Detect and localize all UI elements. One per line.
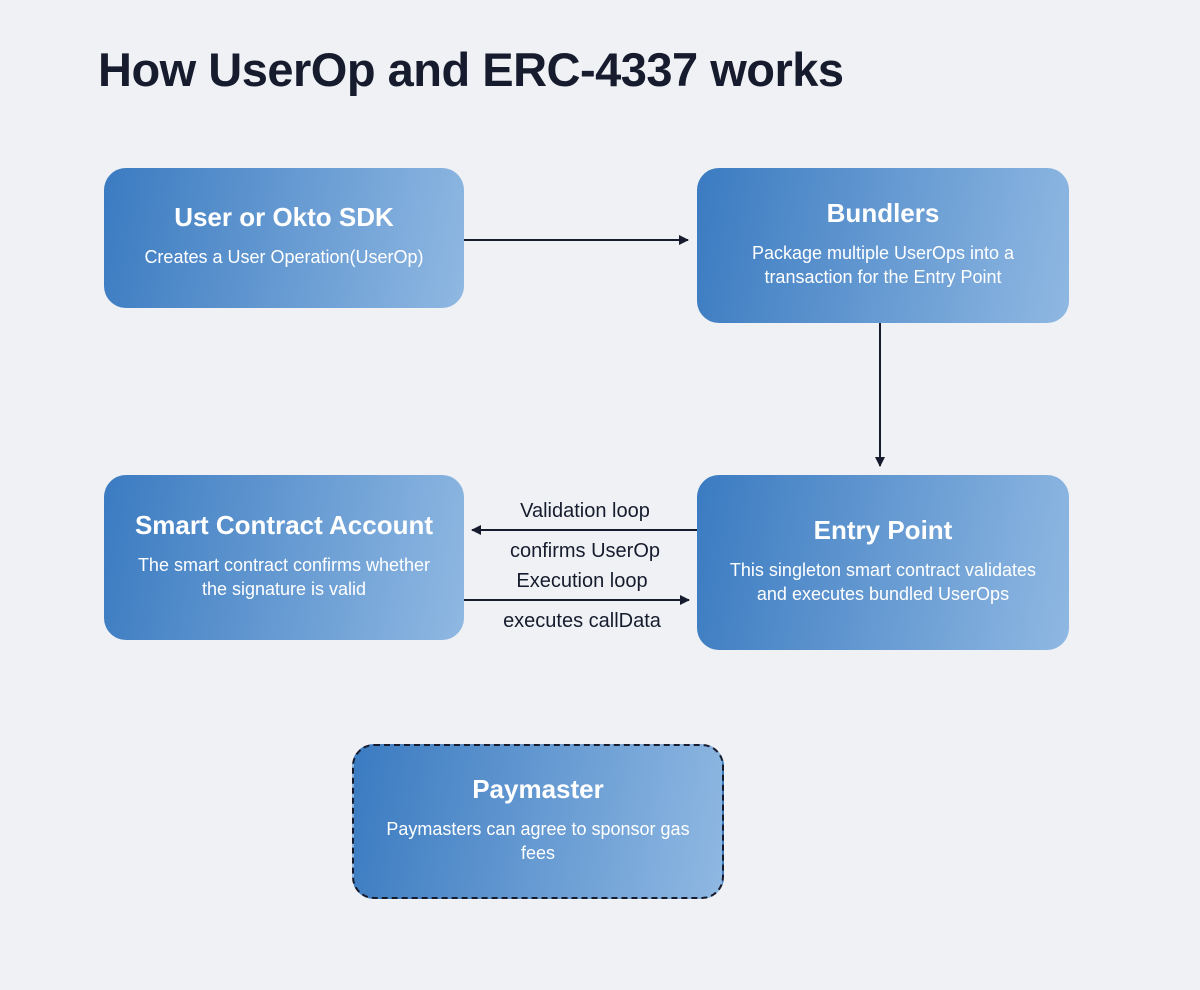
edge-label-top-3: Execution loop xyxy=(516,570,647,593)
edge-label-top-2: Validation loop xyxy=(520,500,650,523)
node-user-sdk-desc: Creates a User Operation(UserOp) xyxy=(144,245,423,269)
node-paymaster-title: Paymaster xyxy=(472,774,604,805)
node-smart-contract-desc: The smart contract confirms whether the … xyxy=(126,553,442,602)
node-entry-point-title: Entry Point xyxy=(814,515,953,546)
edge-label-bottom-2: confirms UserOp xyxy=(510,540,660,563)
diagram-title: How UserOp and ERC-4337 works xyxy=(98,42,844,97)
node-smart-contract-title: Smart Contract Account xyxy=(135,510,433,541)
node-entry-point-desc: This singleton smart contract validates … xyxy=(719,558,1047,607)
node-smart-contract: Smart Contract Account The smart contrac… xyxy=(104,475,464,640)
node-bundlers: Bundlers Package multiple UserOps into a… xyxy=(697,168,1069,323)
node-bundlers-title: Bundlers xyxy=(827,198,940,229)
node-paymaster-desc: Paymasters can agree to sponsor gas fees xyxy=(376,817,700,866)
edge-label-bottom-3: executes callData xyxy=(503,610,661,633)
node-user-sdk: User or Okto SDK Creates a User Operatio… xyxy=(104,168,464,308)
node-paymaster: Paymaster Paymasters can agree to sponso… xyxy=(352,744,724,899)
node-user-sdk-title: User or Okto SDK xyxy=(174,202,394,233)
node-entry-point: Entry Point This singleton smart contrac… xyxy=(697,475,1069,650)
node-bundlers-desc: Package multiple UserOps into a transact… xyxy=(719,241,1047,290)
